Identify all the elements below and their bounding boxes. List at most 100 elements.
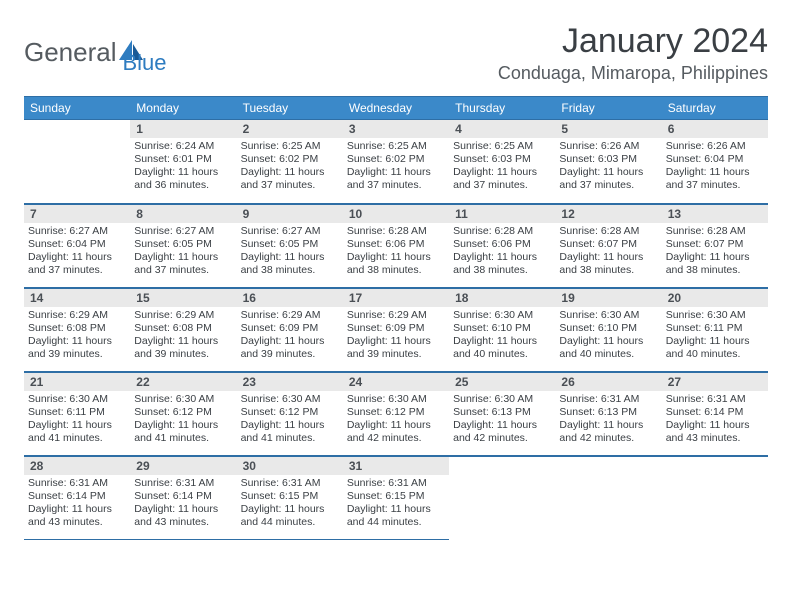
- sunrise-line: Sunrise: 6:25 AM: [347, 140, 445, 153]
- calendar-cell: 10Sunrise: 6:28 AMSunset: 6:06 PMDayligh…: [343, 203, 449, 287]
- daylight-line: Daylight: 11 hours and 43 minutes.: [666, 419, 764, 445]
- day-number: 28: [24, 456, 130, 475]
- day-body: Sunrise: 6:30 AMSunset: 6:11 PMDaylight:…: [24, 391, 130, 450]
- day-number: 25: [449, 372, 555, 391]
- sunrise-line: Sunrise: 6:31 AM: [134, 477, 232, 490]
- day-number: 10: [343, 204, 449, 223]
- sunrise-line: Sunrise: 6:30 AM: [666, 309, 764, 322]
- dow-header: Friday: [555, 97, 661, 120]
- daylight-line: Daylight: 11 hours and 41 minutes.: [28, 419, 126, 445]
- day-body: Sunrise: 6:31 AMSunset: 6:15 PMDaylight:…: [237, 475, 343, 534]
- calendar-week: 21Sunrise: 6:30 AMSunset: 6:11 PMDayligh…: [24, 371, 768, 455]
- sunset-line: Sunset: 6:06 PM: [347, 238, 445, 251]
- sunset-line: Sunset: 6:12 PM: [134, 406, 232, 419]
- day-body: Sunrise: 6:28 AMSunset: 6:06 PMDaylight:…: [343, 223, 449, 282]
- sunset-line: Sunset: 6:10 PM: [559, 322, 657, 335]
- dow-header: Thursday: [449, 97, 555, 120]
- calendar-week: 7Sunrise: 6:27 AMSunset: 6:04 PMDaylight…: [24, 203, 768, 287]
- day-body: Sunrise: 6:29 AMSunset: 6:09 PMDaylight:…: [237, 307, 343, 366]
- dow-header: Saturday: [662, 97, 768, 120]
- sunrise-line: Sunrise: 6:26 AM: [666, 140, 764, 153]
- calendar-cell: 29Sunrise: 6:31 AMSunset: 6:14 PMDayligh…: [130, 455, 236, 539]
- calendar-cell: 7Sunrise: 6:27 AMSunset: 6:04 PMDaylight…: [24, 203, 130, 287]
- sunset-line: Sunset: 6:05 PM: [241, 238, 339, 251]
- day-body: Sunrise: 6:29 AMSunset: 6:09 PMDaylight:…: [343, 307, 449, 366]
- sunset-line: Sunset: 6:02 PM: [241, 153, 339, 166]
- sunset-line: Sunset: 6:15 PM: [241, 490, 339, 503]
- daylight-line: Daylight: 11 hours and 38 minutes.: [453, 251, 551, 277]
- daylight-line: Daylight: 11 hours and 40 minutes.: [666, 335, 764, 361]
- dow-header: Sunday: [24, 97, 130, 120]
- day-body: Sunrise: 6:25 AMSunset: 6:02 PMDaylight:…: [237, 138, 343, 197]
- sunset-line: Sunset: 6:07 PM: [559, 238, 657, 251]
- daylight-line: Daylight: 11 hours and 38 minutes.: [241, 251, 339, 277]
- calendar-cell: 11Sunrise: 6:28 AMSunset: 6:06 PMDayligh…: [449, 203, 555, 287]
- day-number: 23: [237, 372, 343, 391]
- sunrise-line: Sunrise: 6:29 AM: [134, 309, 232, 322]
- logo-text-2: Blue: [123, 50, 167, 76]
- calendar-cell: 13Sunrise: 6:28 AMSunset: 6:07 PMDayligh…: [662, 203, 768, 287]
- daylight-line: Daylight: 11 hours and 36 minutes.: [134, 166, 232, 192]
- sunset-line: Sunset: 6:06 PM: [453, 238, 551, 251]
- sunset-line: Sunset: 6:07 PM: [666, 238, 764, 251]
- day-number: 11: [449, 204, 555, 223]
- daylight-line: Daylight: 11 hours and 39 minutes.: [241, 335, 339, 361]
- daylight-line: Daylight: 11 hours and 37 minutes.: [666, 166, 764, 192]
- daylight-line: Daylight: 11 hours and 39 minutes.: [28, 335, 126, 361]
- title-block: January 2024 Conduaga, Mimaropa, Philipp…: [498, 18, 768, 84]
- day-body: Sunrise: 6:30 AMSunset: 6:10 PMDaylight:…: [449, 307, 555, 366]
- calendar-cell: [24, 119, 130, 203]
- day-number: 1: [130, 119, 236, 138]
- sunset-line: Sunset: 6:12 PM: [347, 406, 445, 419]
- calendar-cell: 3Sunrise: 6:25 AMSunset: 6:02 PMDaylight…: [343, 119, 449, 203]
- day-body: Sunrise: 6:30 AMSunset: 6:10 PMDaylight:…: [555, 307, 661, 366]
- calendar-cell: 19Sunrise: 6:30 AMSunset: 6:10 PMDayligh…: [555, 287, 661, 371]
- sunrise-line: Sunrise: 6:28 AM: [453, 225, 551, 238]
- calendar-cell: 5Sunrise: 6:26 AMSunset: 6:03 PMDaylight…: [555, 119, 661, 203]
- sunset-line: Sunset: 6:14 PM: [666, 406, 764, 419]
- calendar-cell: 26Sunrise: 6:31 AMSunset: 6:13 PMDayligh…: [555, 371, 661, 455]
- sunrise-line: Sunrise: 6:29 AM: [28, 309, 126, 322]
- day-body: Sunrise: 6:25 AMSunset: 6:03 PMDaylight:…: [449, 138, 555, 197]
- calendar-cell: 14Sunrise: 6:29 AMSunset: 6:08 PMDayligh…: [24, 287, 130, 371]
- sunset-line: Sunset: 6:02 PM: [347, 153, 445, 166]
- day-number: 6: [662, 119, 768, 138]
- daylight-line: Daylight: 11 hours and 39 minutes.: [134, 335, 232, 361]
- daylight-line: Daylight: 11 hours and 38 minutes.: [347, 251, 445, 277]
- daylight-line: Daylight: 11 hours and 41 minutes.: [134, 419, 232, 445]
- day-number: 15: [130, 288, 236, 307]
- calendar-week: 14Sunrise: 6:29 AMSunset: 6:08 PMDayligh…: [24, 287, 768, 371]
- daylight-line: Daylight: 11 hours and 37 minutes.: [241, 166, 339, 192]
- sunset-line: Sunset: 6:04 PM: [666, 153, 764, 166]
- sunrise-line: Sunrise: 6:31 AM: [28, 477, 126, 490]
- day-body: Sunrise: 6:29 AMSunset: 6:08 PMDaylight:…: [24, 307, 130, 366]
- sunrise-line: Sunrise: 6:27 AM: [241, 225, 339, 238]
- day-body: Sunrise: 6:30 AMSunset: 6:12 PMDaylight:…: [237, 391, 343, 450]
- day-number: 22: [130, 372, 236, 391]
- daylight-line: Daylight: 11 hours and 40 minutes.: [453, 335, 551, 361]
- daylight-line: Daylight: 11 hours and 40 minutes.: [559, 335, 657, 361]
- sunrise-line: Sunrise: 6:30 AM: [28, 393, 126, 406]
- daylight-line: Daylight: 11 hours and 39 minutes.: [347, 335, 445, 361]
- day-body: Sunrise: 6:27 AMSunset: 6:04 PMDaylight:…: [24, 223, 130, 282]
- calendar-cell: 24Sunrise: 6:30 AMSunset: 6:12 PMDayligh…: [343, 371, 449, 455]
- daylight-line: Daylight: 11 hours and 41 minutes.: [241, 419, 339, 445]
- calendar-cell: 22Sunrise: 6:30 AMSunset: 6:12 PMDayligh…: [130, 371, 236, 455]
- daylight-line: Daylight: 11 hours and 37 minutes.: [453, 166, 551, 192]
- day-number: 17: [343, 288, 449, 307]
- daylight-line: Daylight: 11 hours and 43 minutes.: [28, 503, 126, 529]
- logo: General Blue: [24, 28, 167, 76]
- day-body: Sunrise: 6:28 AMSunset: 6:06 PMDaylight:…: [449, 223, 555, 282]
- calendar-cell: 18Sunrise: 6:30 AMSunset: 6:10 PMDayligh…: [449, 287, 555, 371]
- sunrise-line: Sunrise: 6:30 AM: [241, 393, 339, 406]
- sunset-line: Sunset: 6:14 PM: [28, 490, 126, 503]
- sunrise-line: Sunrise: 6:30 AM: [453, 393, 551, 406]
- sunrise-line: Sunrise: 6:25 AM: [453, 140, 551, 153]
- calendar-week: 28Sunrise: 6:31 AMSunset: 6:14 PMDayligh…: [24, 455, 768, 539]
- calendar-cell: 27Sunrise: 6:31 AMSunset: 6:14 PMDayligh…: [662, 371, 768, 455]
- day-number: 5: [555, 119, 661, 138]
- header: General Blue January 2024 Conduaga, Mima…: [24, 18, 768, 84]
- daylight-line: Daylight: 11 hours and 42 minutes.: [453, 419, 551, 445]
- sunrise-line: Sunrise: 6:27 AM: [28, 225, 126, 238]
- day-body: Sunrise: 6:31 AMSunset: 6:14 PMDaylight:…: [662, 391, 768, 450]
